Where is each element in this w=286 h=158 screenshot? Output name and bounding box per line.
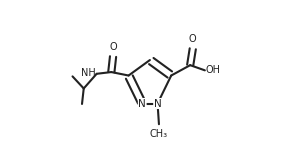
- Text: O: O: [189, 34, 196, 44]
- Text: CH₃: CH₃: [150, 128, 168, 139]
- Text: N: N: [154, 99, 161, 109]
- Text: N: N: [138, 99, 146, 109]
- Text: NH: NH: [81, 68, 96, 78]
- Text: OH: OH: [206, 65, 221, 75]
- Text: O: O: [109, 42, 117, 52]
